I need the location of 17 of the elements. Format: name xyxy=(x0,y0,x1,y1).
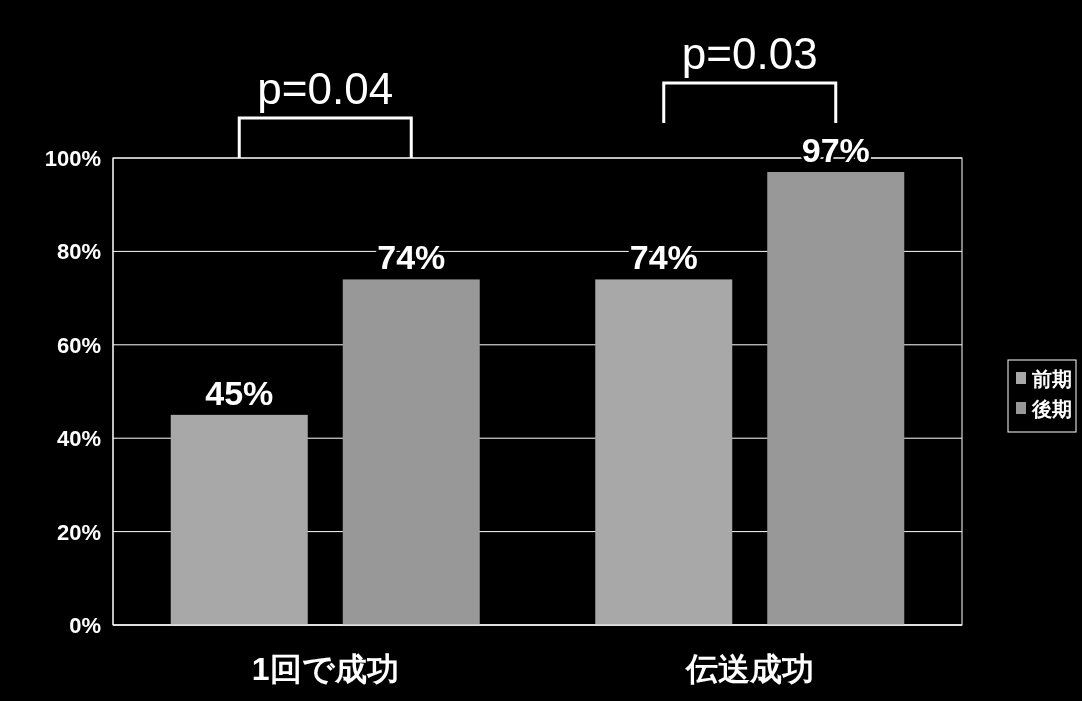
bar xyxy=(595,279,733,625)
x-tick-label: 伝送成功 xyxy=(684,651,814,687)
bar xyxy=(767,172,905,625)
y-tick-label: 0% xyxy=(69,613,101,638)
bar xyxy=(342,279,480,625)
y-tick-label: 20% xyxy=(56,519,101,545)
y-tick-label: 40% xyxy=(56,426,101,452)
legend-label: 前期 xyxy=(1031,368,1072,390)
text: p=0.04 xyxy=(257,64,394,113)
bar xyxy=(170,414,308,625)
y-tick-label: 60% xyxy=(56,332,101,358)
data-label: 45% xyxy=(205,373,274,412)
x-tick-label: 1回で成功 xyxy=(251,651,399,687)
y-tick-label: 80% xyxy=(56,239,101,265)
legend-label: 後期 xyxy=(1031,398,1072,420)
y-tick-label: 100% xyxy=(44,146,101,171)
text: p=0.03 xyxy=(681,29,818,78)
